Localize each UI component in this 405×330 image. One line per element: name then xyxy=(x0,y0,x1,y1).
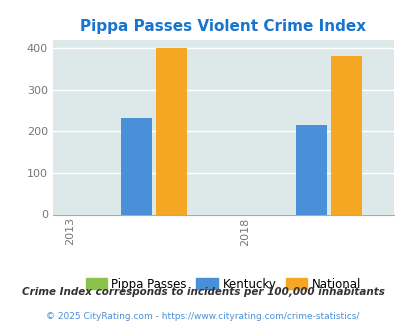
Legend: Pippa Passes, Kentucky, National: Pippa Passes, Kentucky, National xyxy=(81,273,365,295)
Bar xyxy=(121,118,152,214)
Bar xyxy=(330,56,361,214)
Text: © 2025 CityRating.com - https://www.cityrating.com/crime-statistics/: © 2025 CityRating.com - https://www.city… xyxy=(46,312,359,321)
Bar xyxy=(295,124,326,214)
Bar xyxy=(156,48,187,214)
Title: Pippa Passes Violent Crime Index: Pippa Passes Violent Crime Index xyxy=(80,19,365,34)
Text: Crime Index corresponds to incidents per 100,000 inhabitants: Crime Index corresponds to incidents per… xyxy=(21,287,384,297)
